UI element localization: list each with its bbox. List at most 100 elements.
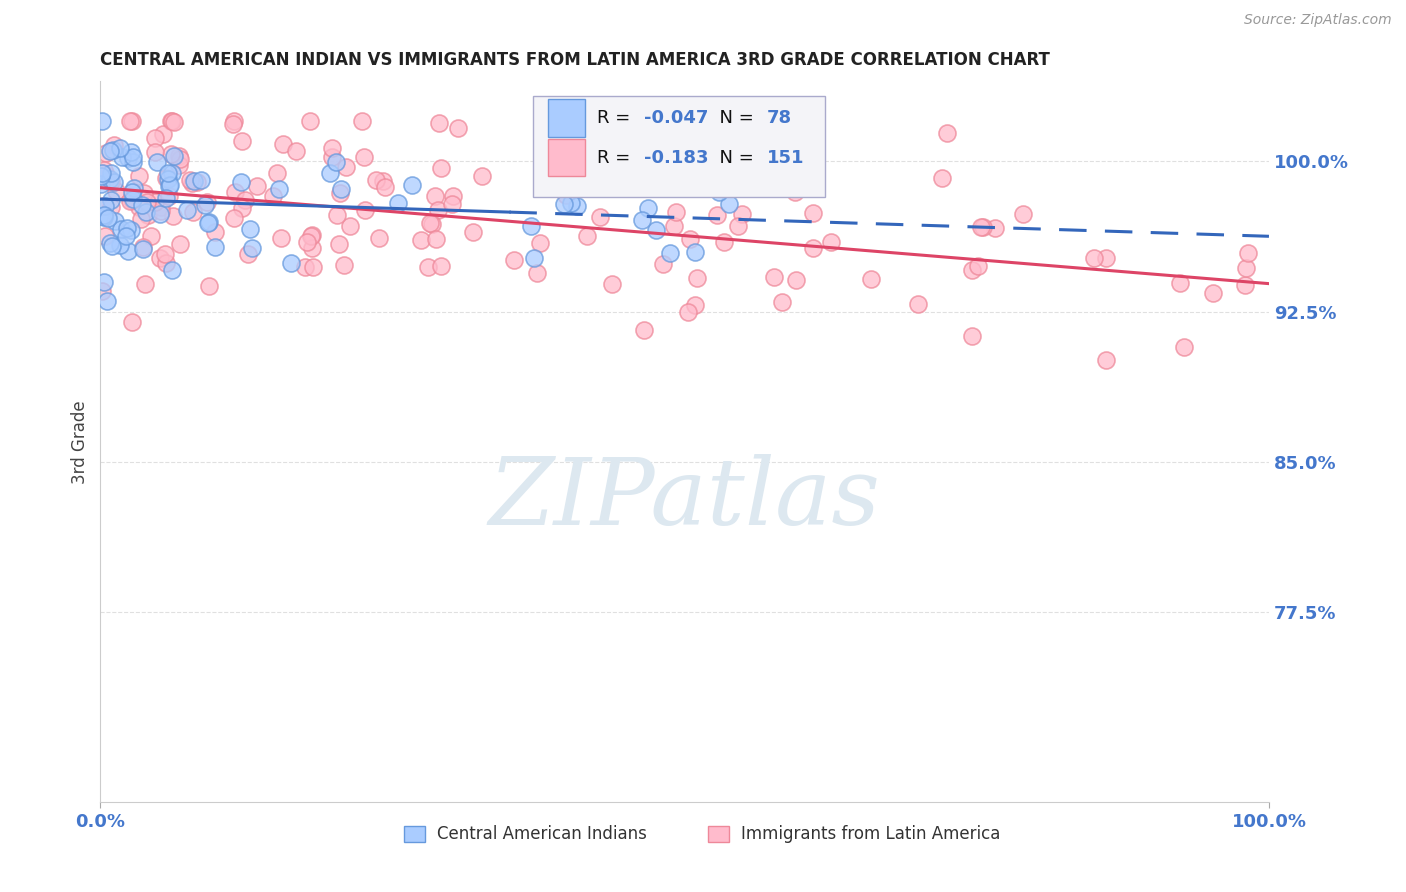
Bar xyxy=(709,826,730,842)
Point xyxy=(294,260,316,274)
Point xyxy=(135,205,157,219)
Text: Immigrants from Latin America: Immigrants from Latin America xyxy=(741,825,1000,843)
Point xyxy=(167,158,190,172)
Point xyxy=(93,228,115,243)
Point xyxy=(526,266,548,280)
Point xyxy=(132,186,155,201)
Point xyxy=(160,114,183,128)
Point xyxy=(630,213,652,227)
Point xyxy=(155,256,177,270)
Point xyxy=(224,185,246,199)
Point xyxy=(94,145,117,160)
Point xyxy=(103,138,125,153)
Point xyxy=(100,166,122,180)
Point xyxy=(658,245,681,260)
Point xyxy=(280,256,302,270)
Point xyxy=(97,173,120,187)
Point xyxy=(134,277,156,291)
Point xyxy=(91,166,114,180)
Text: 151: 151 xyxy=(766,149,804,167)
Point xyxy=(364,173,387,187)
Point xyxy=(637,201,659,215)
Point xyxy=(131,197,153,211)
Point xyxy=(426,202,449,217)
Point xyxy=(401,178,423,192)
Text: R =: R = xyxy=(598,109,636,127)
Point xyxy=(560,195,582,210)
Point xyxy=(553,197,575,211)
Point xyxy=(589,211,612,225)
Point xyxy=(180,176,202,190)
Point xyxy=(713,235,735,249)
Point xyxy=(718,196,741,211)
Point xyxy=(236,247,259,261)
Point xyxy=(160,114,183,128)
Point xyxy=(90,284,112,298)
Point xyxy=(131,242,153,256)
Point xyxy=(97,211,120,225)
Point xyxy=(121,185,143,199)
Point xyxy=(633,323,655,337)
Point xyxy=(150,200,173,214)
Point xyxy=(984,220,1007,235)
Point xyxy=(523,252,546,266)
Point xyxy=(122,154,145,169)
Point xyxy=(117,152,139,166)
Point xyxy=(302,260,325,274)
Point xyxy=(163,114,186,128)
Point xyxy=(325,154,347,169)
Point xyxy=(676,305,699,319)
Text: CENTRAL AMERICAN INDIAN VS IMMIGRANTS FROM LATIN AMERICA 3RD GRADE CORRELATION C: CENTRAL AMERICAN INDIAN VS IMMIGRANTS FR… xyxy=(100,51,1050,69)
Point xyxy=(131,240,153,254)
Point xyxy=(197,216,219,230)
Point xyxy=(90,178,112,192)
Point xyxy=(136,208,159,222)
Point xyxy=(859,271,882,285)
Point xyxy=(425,232,447,246)
Point xyxy=(155,247,177,261)
Point xyxy=(271,136,294,151)
Point xyxy=(333,258,356,272)
Point xyxy=(321,150,343,164)
Point xyxy=(204,240,226,254)
Point xyxy=(162,210,184,224)
Point xyxy=(122,193,145,207)
Point xyxy=(152,127,174,141)
Point xyxy=(335,160,357,174)
Point xyxy=(328,237,350,252)
Point xyxy=(117,244,139,258)
Point xyxy=(163,148,186,162)
Point xyxy=(730,207,752,221)
Point xyxy=(121,315,143,329)
Point xyxy=(707,185,730,199)
Point xyxy=(1202,286,1225,301)
Point xyxy=(270,231,292,245)
Point xyxy=(128,200,150,214)
Point xyxy=(115,221,138,235)
Text: Central American Indians: Central American Indians xyxy=(437,825,647,843)
Point xyxy=(145,155,167,169)
Point xyxy=(972,220,994,235)
Point xyxy=(101,239,124,253)
Point xyxy=(122,150,145,164)
Point xyxy=(423,188,446,202)
Point xyxy=(194,197,217,211)
Point xyxy=(665,205,688,219)
Point xyxy=(139,229,162,244)
Point xyxy=(330,182,353,196)
Point xyxy=(759,150,782,164)
Point xyxy=(222,211,245,226)
Point xyxy=(441,189,464,203)
Point xyxy=(186,175,208,189)
Point xyxy=(354,203,377,218)
Point xyxy=(367,231,389,245)
Text: ZIPatlas: ZIPatlas xyxy=(489,454,880,544)
Point xyxy=(105,184,128,198)
Point xyxy=(301,227,323,242)
Point xyxy=(204,225,226,239)
Point xyxy=(160,166,183,180)
Point xyxy=(374,180,396,194)
Point xyxy=(801,241,824,255)
Point xyxy=(567,199,589,213)
Text: -0.047: -0.047 xyxy=(644,109,709,127)
